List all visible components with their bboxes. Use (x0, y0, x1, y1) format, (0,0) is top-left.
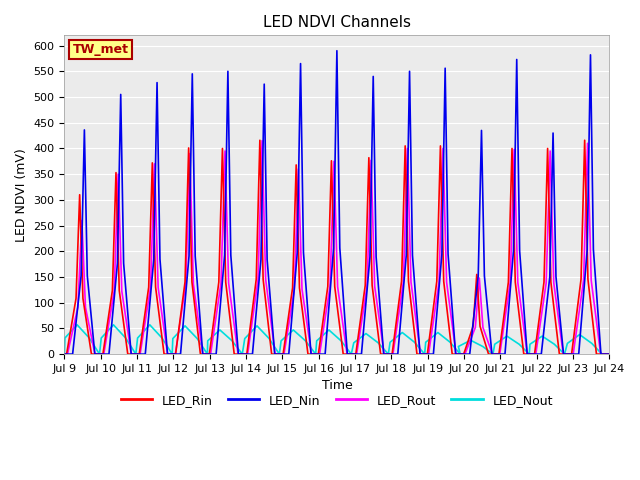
LED_Rout (367, 157, 375, 163)
Title: LED NDVI Channels: LED NDVI Channels (263, 15, 411, 30)
LED_Rin (365, 155, 372, 161)
LED_Nin (164, 351, 172, 357)
Line: LED_Nin: LED_Nin (65, 51, 609, 354)
Text: TW_met: TW_met (72, 43, 129, 56)
LED_Rout (244, 351, 252, 357)
LED_Rout (61, 351, 68, 357)
LED_Rout (234, 351, 242, 357)
LED_Nin (605, 351, 613, 357)
X-axis label: Time: Time (321, 379, 352, 393)
LED_Nin (248, 351, 256, 357)
LED_Nout (463, 339, 470, 345)
LED_Rout (298, 287, 306, 292)
LED_Nout (605, 351, 613, 357)
LED_Nout (73, 322, 81, 328)
LED_Rin (230, 351, 238, 357)
LED_Nin (369, 73, 377, 79)
Line: LED_Rin: LED_Rin (65, 140, 609, 354)
LED_Nin (61, 351, 68, 357)
LED_Nin (234, 351, 242, 357)
LED_Rout (164, 351, 172, 357)
Line: LED_Nout: LED_Nout (65, 325, 609, 354)
LED_Rout (605, 351, 613, 357)
Y-axis label: LED NDVI (mV): LED NDVI (mV) (15, 148, 28, 241)
LED_Rout (258, 138, 266, 144)
LED_Rin (605, 351, 613, 357)
Legend: LED_Rin, LED_Nin, LED_Rout, LED_Nout: LED_Rin, LED_Nin, LED_Rout, LED_Nout (116, 389, 558, 412)
LED_Nin (285, 351, 292, 357)
Line: LED_Rout: LED_Rout (65, 141, 609, 354)
LED_Nout (499, 336, 507, 342)
LED_Nin (333, 48, 340, 54)
LED_Rin (160, 351, 168, 357)
LED_Nout (61, 351, 68, 357)
LED_Rin (243, 351, 251, 357)
LED_Rin (61, 351, 68, 357)
LED_Nout (386, 339, 394, 345)
LED_Rin (256, 137, 264, 143)
LED_Nout (489, 351, 497, 357)
LED_Nout (491, 341, 499, 347)
LED_Nin (297, 61, 305, 67)
LED_Rin (296, 285, 303, 291)
LED_Nout (515, 341, 523, 347)
LED_Rin (289, 285, 296, 291)
LED_Rout (291, 287, 298, 292)
